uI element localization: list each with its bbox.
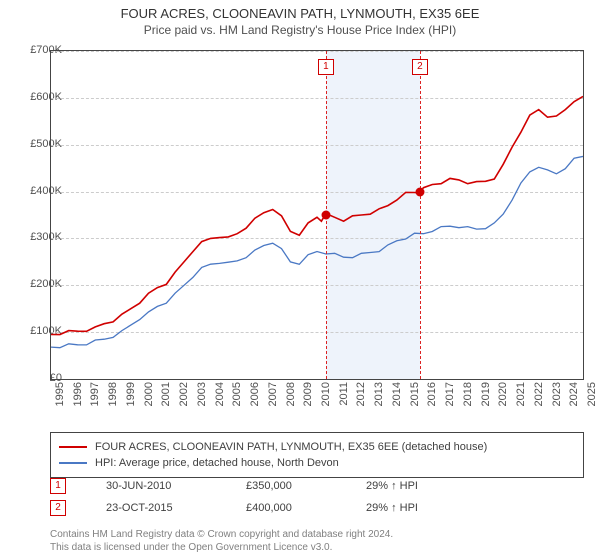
line-series xyxy=(51,51,583,379)
marker-dot xyxy=(321,211,330,220)
x-tick-label: 1996 xyxy=(72,382,84,422)
x-tick-label: 2024 xyxy=(568,382,580,422)
legend-item: HPI: Average price, detached house, Nort… xyxy=(59,455,575,471)
x-tick-label: 2003 xyxy=(196,382,208,422)
footer-line-1: Contains HM Land Registry data © Crown c… xyxy=(50,528,584,541)
x-tick-label: 2009 xyxy=(302,382,314,422)
x-tick-label: 2023 xyxy=(551,382,563,422)
marker-box: 2 xyxy=(412,59,428,75)
chart-title: FOUR ACRES, CLOONEAVIN PATH, LYNMOUTH, E… xyxy=(0,0,600,21)
x-tick-label: 2012 xyxy=(355,382,367,422)
x-tick-label: 2013 xyxy=(373,382,385,422)
sale-row-1: 1 30-JUN-2010 £350,000 29% ↑ HPI xyxy=(50,478,456,494)
x-tick-label: 2006 xyxy=(249,382,261,422)
x-tick-label: 1998 xyxy=(107,382,119,422)
chart-container: FOUR ACRES, CLOONEAVIN PATH, LYNMOUTH, E… xyxy=(0,0,600,560)
x-tick-label: 2016 xyxy=(426,382,438,422)
x-tick-label: 2010 xyxy=(320,382,332,422)
x-tick-label: 2017 xyxy=(444,382,456,422)
x-tick-label: 2014 xyxy=(391,382,403,422)
sale-marker-1: 1 xyxy=(50,478,66,494)
series-line xyxy=(51,156,583,347)
sale-price-2: £400,000 xyxy=(246,502,336,514)
legend-swatch xyxy=(59,446,87,448)
legend-label: FOUR ACRES, CLOONEAVIN PATH, LYNMOUTH, E… xyxy=(95,441,487,453)
x-tick-label: 2015 xyxy=(409,382,421,422)
plot-area: 12 xyxy=(50,50,584,380)
x-tick-label: 2019 xyxy=(480,382,492,422)
footer: Contains HM Land Registry data © Crown c… xyxy=(50,528,584,554)
x-tick-label: 2008 xyxy=(285,382,297,422)
x-tick-label: 2011 xyxy=(338,382,350,422)
marker-box: 1 xyxy=(318,59,334,75)
x-tick-label: 2005 xyxy=(231,382,243,422)
footer-line-2: This data is licensed under the Open Gov… xyxy=(50,541,584,554)
x-tick-label: 2018 xyxy=(462,382,474,422)
marker-dot xyxy=(415,187,424,196)
sale-price-1: £350,000 xyxy=(246,480,336,492)
x-tick-label: 1999 xyxy=(125,382,137,422)
x-tick-label: 2002 xyxy=(178,382,190,422)
x-tick-label: 1995 xyxy=(54,382,66,422)
sale-diff-2: 29% ↑ HPI xyxy=(366,502,456,514)
x-tick-label: 2025 xyxy=(586,382,598,422)
series-line xyxy=(51,96,583,334)
legend: FOUR ACRES, CLOONEAVIN PATH, LYNMOUTH, E… xyxy=(50,432,584,478)
x-tick-label: 2000 xyxy=(143,382,155,422)
x-tick-label: 2020 xyxy=(497,382,509,422)
x-tick-label: 2007 xyxy=(267,382,279,422)
sale-date-1: 30-JUN-2010 xyxy=(106,480,216,492)
x-tick-label: 2022 xyxy=(533,382,545,422)
chart-subtitle: Price paid vs. HM Land Registry's House … xyxy=(0,21,600,41)
legend-label: HPI: Average price, detached house, Nort… xyxy=(95,457,339,469)
sale-diff-1: 29% ↑ HPI xyxy=(366,480,456,492)
x-tick-label: 1997 xyxy=(89,382,101,422)
sale-date-2: 23-OCT-2015 xyxy=(106,502,216,514)
sale-row-2: 2 23-OCT-2015 £400,000 29% ↑ HPI xyxy=(50,500,456,516)
x-tick-label: 2001 xyxy=(160,382,172,422)
legend-swatch xyxy=(59,462,87,464)
legend-item: FOUR ACRES, CLOONEAVIN PATH, LYNMOUTH, E… xyxy=(59,439,575,455)
x-tick-label: 2021 xyxy=(515,382,527,422)
sale-marker-2: 2 xyxy=(50,500,66,516)
x-tick-label: 2004 xyxy=(214,382,226,422)
